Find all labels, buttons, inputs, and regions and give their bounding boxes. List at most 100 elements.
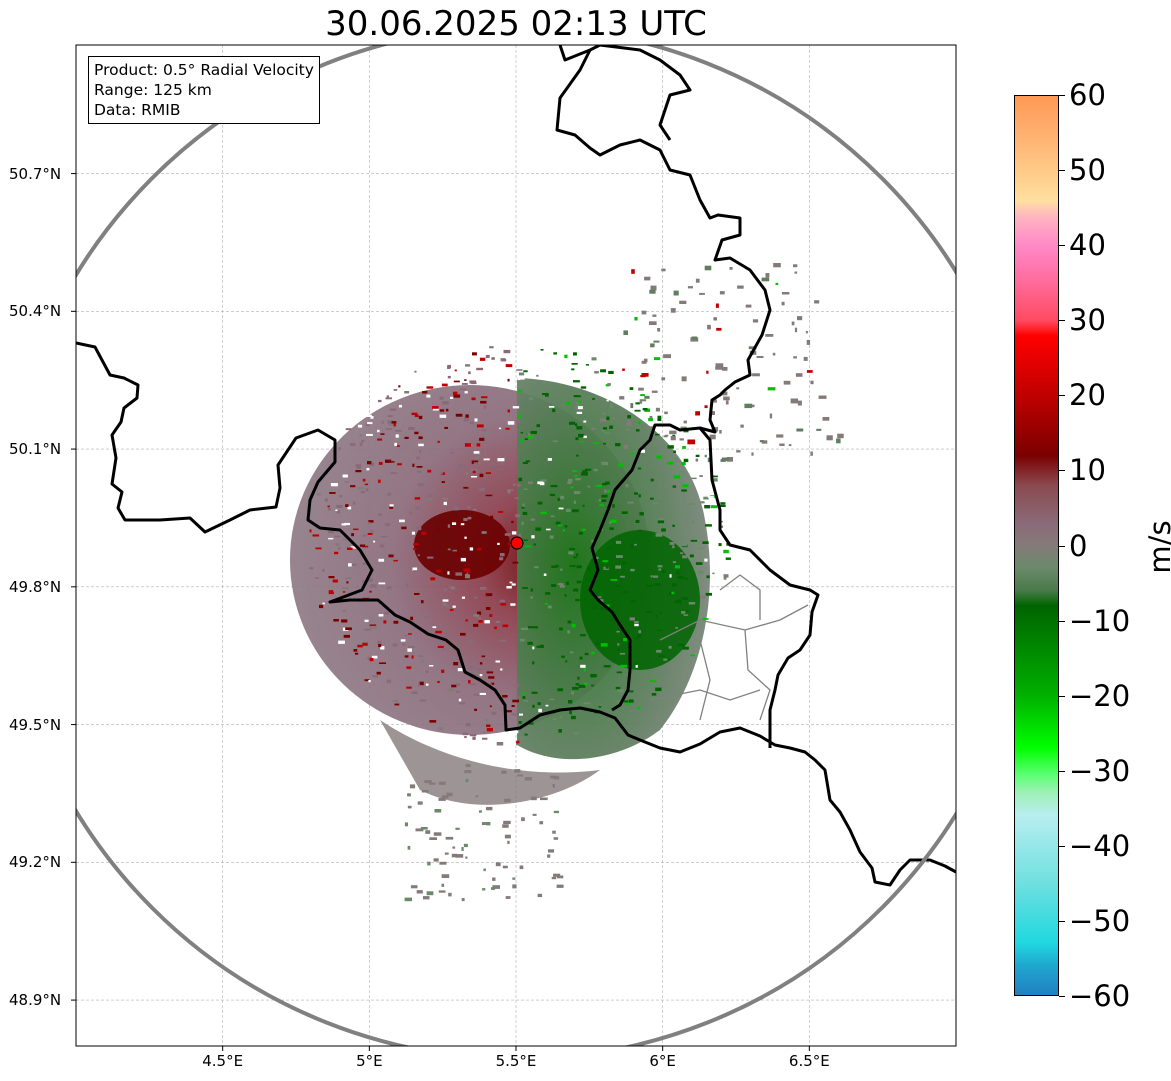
echo-pixel	[605, 566, 609, 569]
echo-pixel	[582, 470, 588, 473]
echo-pixel	[615, 585, 621, 588]
echo-pixel	[434, 809, 442, 813]
echo-pixel	[650, 497, 654, 500]
colorbar-tick-label: 60	[1069, 78, 1106, 112]
echo-pixel	[706, 575, 710, 579]
echo-pixel	[634, 492, 638, 495]
echo-pixel	[368, 680, 371, 683]
echo-pixel	[634, 636, 639, 640]
echo-pixel	[419, 681, 424, 686]
echo-pixel	[683, 420, 687, 424]
echo-pixel	[500, 462, 504, 465]
echo-pixel	[699, 501, 705, 504]
echo-pixel	[672, 457, 680, 460]
echo-pixel	[433, 858, 439, 862]
echo-pixel	[531, 691, 538, 694]
echo-pixel	[511, 713, 517, 716]
strong-outbound-core	[414, 510, 510, 580]
colorbar-tick	[1059, 620, 1065, 622]
echo-pixel	[580, 386, 587, 389]
echo-pixel	[421, 600, 424, 604]
echo-pixel	[376, 671, 381, 675]
echo-pixel	[637, 634, 641, 638]
echo-pixel	[593, 468, 598, 472]
echo-pixel	[661, 570, 666, 574]
echo-pixel	[401, 526, 407, 530]
echo-pixel	[338, 547, 341, 550]
echo-pixel	[634, 409, 641, 412]
echo-pixel	[407, 648, 412, 652]
echo-pixel	[439, 414, 447, 418]
echo-pixel	[516, 483, 521, 487]
echo-pixel	[657, 417, 662, 421]
echo-pixel	[372, 675, 379, 678]
echo-pixel	[412, 493, 417, 497]
echo-pixel	[447, 548, 451, 551]
echo-pixel	[481, 655, 486, 658]
echo-pixel	[380, 535, 388, 538]
echo-pixel	[672, 485, 677, 488]
echo-pixel	[481, 531, 487, 534]
echo-pixel	[338, 447, 341, 451]
echo-pixel	[602, 412, 606, 415]
colorbar-tick-label: 40	[1069, 228, 1106, 263]
echo-pixel	[569, 710, 572, 715]
echo-pixel	[427, 630, 433, 633]
echo-pixel	[397, 463, 402, 466]
echo-pixel	[492, 555, 495, 558]
echo-pixel	[530, 430, 537, 434]
echo-pixel	[609, 406, 614, 409]
echo-pixel	[384, 611, 389, 615]
echo-pixel	[695, 458, 699, 462]
echo-pixel	[495, 660, 501, 663]
echo-pixel	[499, 427, 502, 430]
echo-pixel	[342, 587, 349, 590]
echo-pixel	[601, 429, 606, 432]
echo-pixel	[626, 421, 632, 426]
echo-pixel	[324, 498, 328, 502]
echo-pixel	[568, 700, 573, 704]
echo-pixel	[591, 684, 595, 687]
echo-pixel	[424, 780, 432, 784]
lon-label: 6.5°E	[788, 1052, 830, 1070]
echo-pixel	[573, 395, 579, 397]
echo-pixel	[453, 380, 460, 383]
echo-pixel	[361, 490, 365, 494]
echo-pixel	[509, 581, 513, 584]
echo-pixel	[538, 708, 542, 713]
echo-pixel	[367, 461, 372, 465]
echo-pixel	[623, 444, 628, 449]
echo-pixel	[530, 596, 533, 599]
echo-pixel	[459, 388, 466, 390]
echo-pixel	[602, 482, 608, 486]
echo-pixel	[648, 418, 653, 422]
echo-pixel	[699, 475, 703, 477]
echo-pixel	[610, 403, 613, 406]
echo-pixel	[399, 519, 405, 523]
echo-pixel	[745, 304, 752, 308]
echo-pixel	[679, 300, 687, 304]
echo-pixel	[522, 503, 525, 507]
echo-pixel	[407, 845, 411, 850]
echo-pixel	[682, 555, 688, 559]
echo-pixel	[650, 478, 654, 482]
echo-pixel	[630, 544, 633, 547]
echo-pixel	[779, 443, 785, 446]
echo-pixel	[456, 683, 461, 687]
echo-pixel	[691, 336, 697, 340]
echo-speckles	[309, 263, 844, 902]
echo-pixel	[377, 429, 380, 433]
echo-pixel	[367, 657, 372, 660]
colorbar-tick	[1059, 770, 1065, 772]
echo-pixel	[511, 583, 516, 586]
echo-pixel	[497, 458, 505, 462]
echo-pixel	[364, 619, 369, 622]
echo-pixel	[418, 483, 424, 487]
echo-pixel	[650, 343, 655, 348]
echo-pixel	[407, 793, 411, 797]
echo-pixel	[553, 352, 557, 355]
echo-pixel	[469, 547, 474, 551]
echo-pixel	[461, 898, 465, 902]
echo-pixel	[669, 542, 675, 545]
lat-label: 48.9°N	[9, 991, 62, 1010]
